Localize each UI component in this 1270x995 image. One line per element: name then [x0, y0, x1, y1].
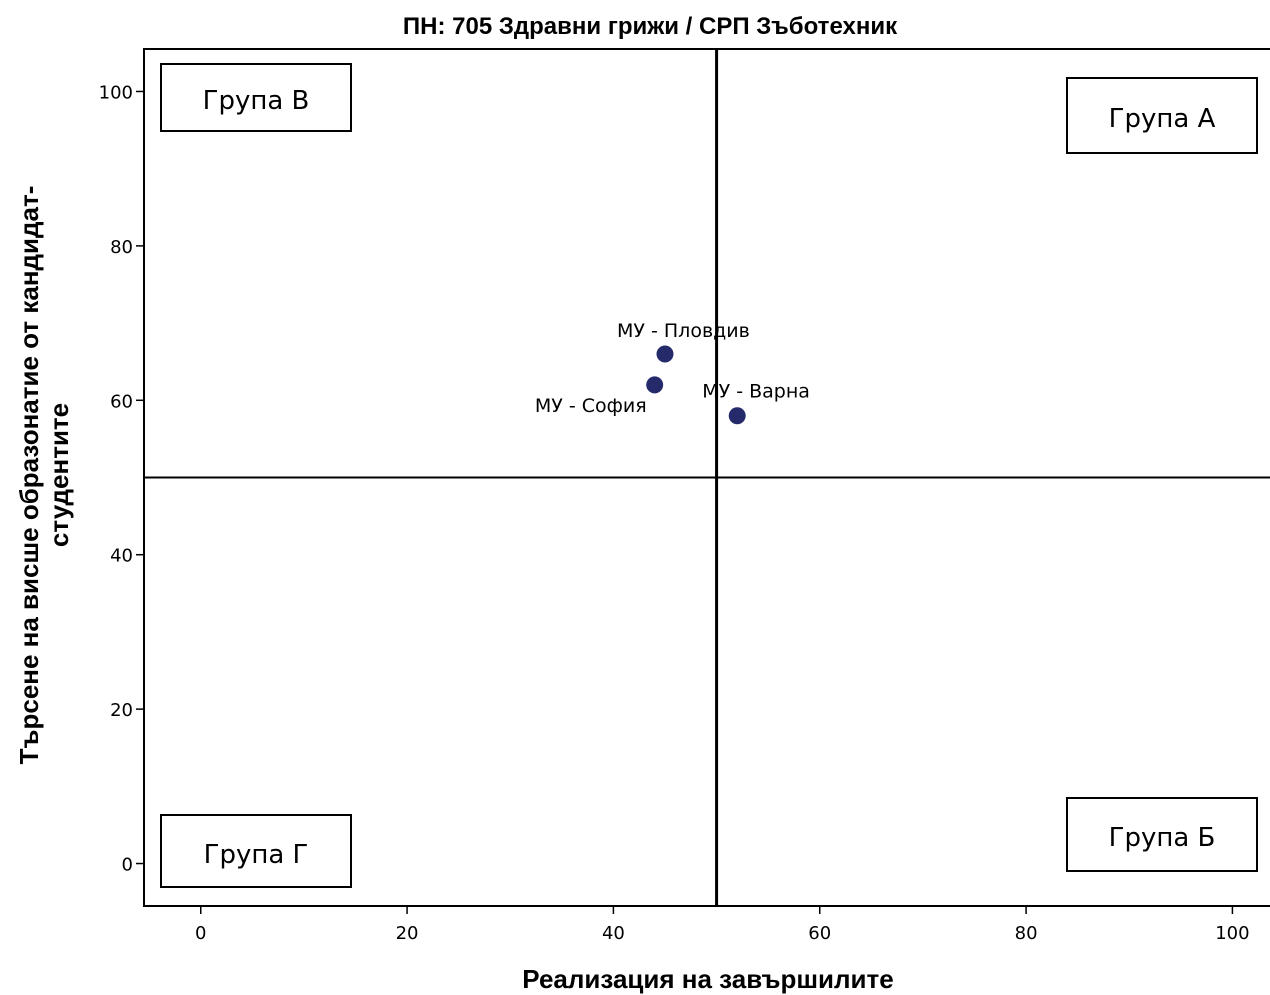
data-point-label: МУ - Пловдив: [617, 320, 750, 342]
data-point-label: МУ - Варна: [702, 381, 810, 403]
quadrant-label-group-b: Група Б: [1109, 823, 1216, 853]
quadrant-box-group-a: Група А: [1066, 77, 1258, 154]
y-axis-title-line-1: Търсене на висше образонатие от кандидат…: [14, 186, 44, 765]
x-tick-label: 40: [602, 923, 625, 944]
quadrant-box-frame: [160, 814, 352, 888]
y-tick-label: 40: [110, 546, 133, 567]
data-point: [728, 407, 746, 425]
quadrant-box-frame: [1066, 797, 1258, 872]
x-tick-label: 60: [808, 923, 831, 944]
data-points: МУ - Пловдив МУ - София МУ - Варна: [535, 320, 810, 425]
y-tick-label: 60: [110, 391, 133, 412]
y-tick-label: 100: [99, 82, 133, 103]
quadrant-box-group-v: Група В: [160, 63, 352, 132]
x-axis: 0 20 40 60 80 100: [195, 906, 1250, 944]
data-point: [656, 345, 674, 363]
x-axis-title: Реализация на завършилите: [522, 964, 893, 994]
x-tick-label: 80: [1015, 923, 1038, 944]
y-axis-title-line-2: студентите: [44, 403, 74, 547]
quadrant-box-frame: [160, 63, 352, 132]
x-tick-label: 20: [396, 923, 419, 944]
y-tick-label: 20: [110, 700, 133, 721]
y-tick-label: 80: [110, 237, 133, 258]
data-point-label: МУ - София: [535, 395, 647, 417]
quadrant-box-group-b: Група Б: [1066, 797, 1258, 872]
quadrant-label-group-a: Група А: [1109, 104, 1216, 134]
data-point: [646, 376, 664, 394]
quadrant-box-frame: [1066, 77, 1258, 154]
x-tick-label: 100: [1215, 923, 1249, 944]
quadrant-label-group-v: Група В: [203, 86, 310, 116]
quadrant-label-group-g: Група Г: [204, 840, 309, 870]
y-tick-label: 0: [122, 855, 133, 876]
y-axis: 0 20 40 60 80 100: [99, 82, 144, 876]
x-tick-label: 0: [195, 923, 206, 944]
chart-title: ПН: 705 Здравни грижи / СРП Зъботехник: [403, 13, 898, 40]
quadrant-box-group-g: Група Г: [160, 814, 352, 888]
